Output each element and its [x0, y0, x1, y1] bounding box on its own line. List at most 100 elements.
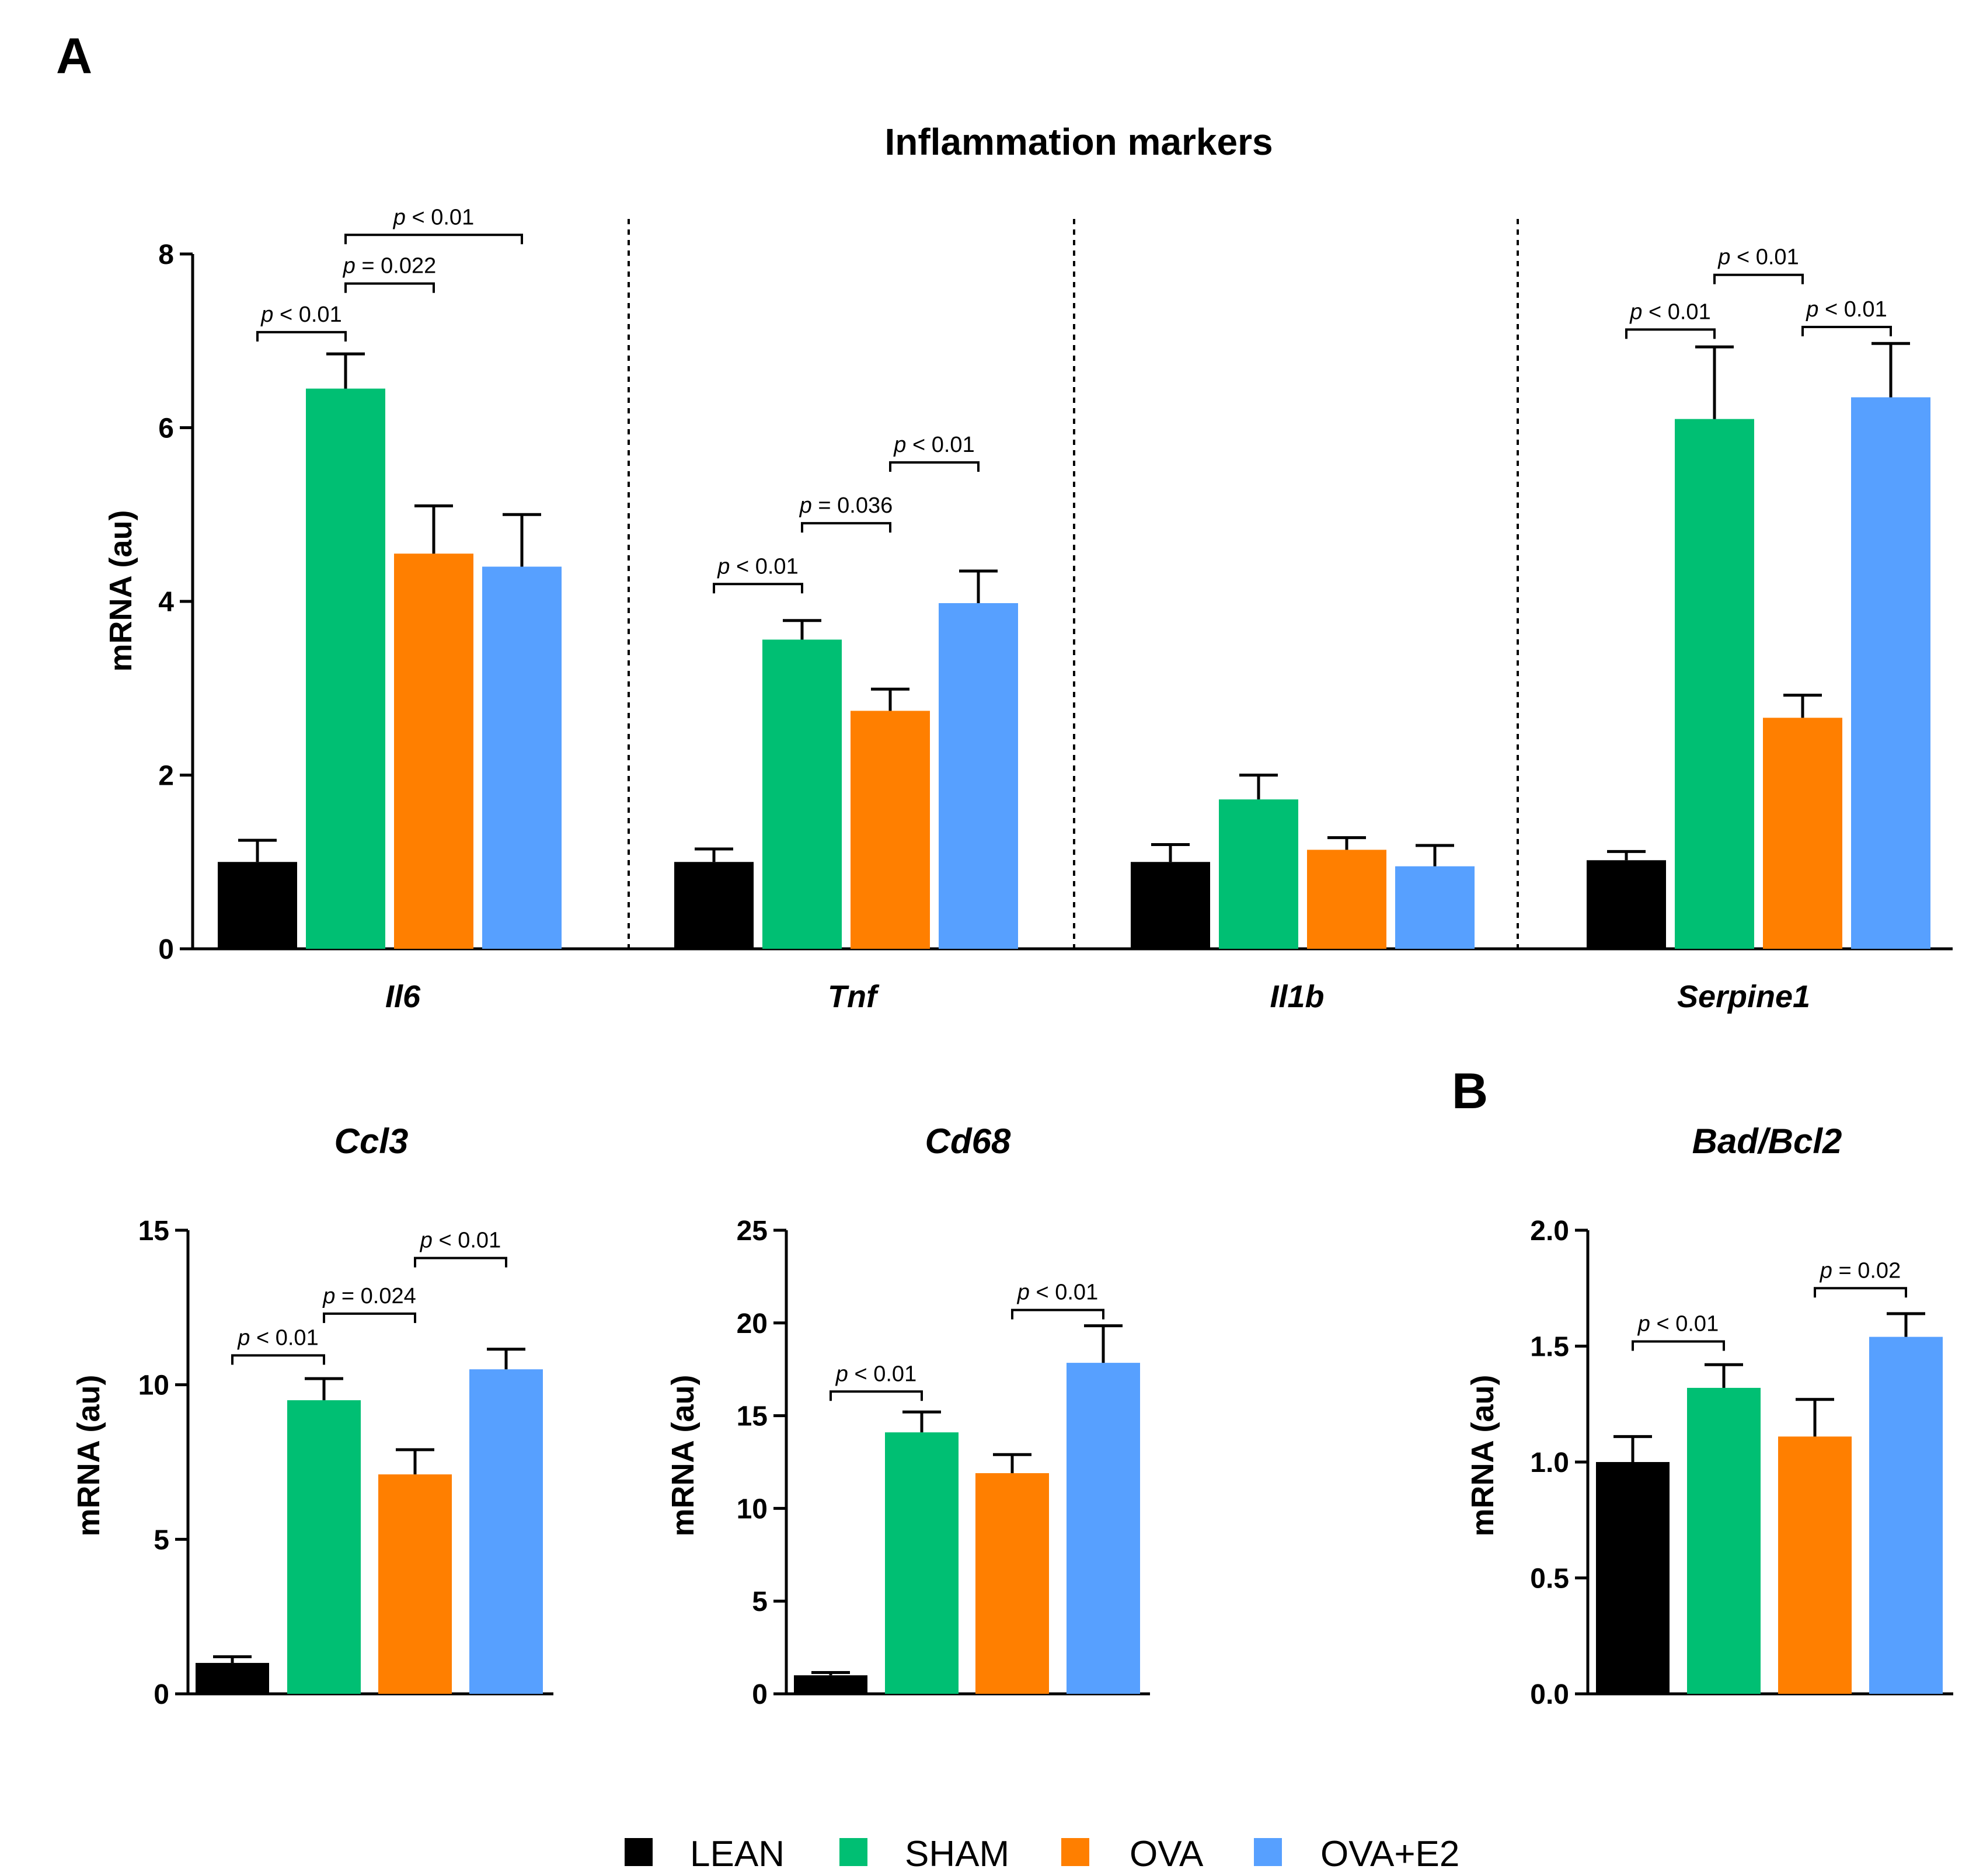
significance-bracket-a-ccl3-1	[323, 1312, 416, 1323]
bar-a-main-il1b-sham	[1219, 799, 1298, 949]
y-tick-label-a-cd68: 15	[737, 1401, 768, 1432]
bar-a-cd68-sham	[885, 1432, 959, 1694]
p-value-label-a-main-serpine1-1: p < 0.01	[1717, 245, 1799, 270]
legend-swatch-lean	[625, 1838, 653, 1866]
legend: LEAN SHAM OVA OVA+E2	[625, 1834, 1459, 1874]
p-value-label-a-ccl3-0: p < 0.01	[237, 1325, 318, 1350]
chart-title-inflammation: Inflammation markers	[884, 121, 1273, 163]
significance-bracket-a-ccl3-0	[231, 1354, 325, 1365]
y-axis-label-ccl3: mRNA (au)	[71, 1375, 106, 1537]
x-label-serpine1: Serpine1	[1677, 979, 1810, 1014]
bar-a-main-tnf-sham	[762, 639, 842, 949]
y-tick-label-a-ccl3: 5	[154, 1525, 169, 1555]
bar-a-main-tnf-lean	[674, 862, 754, 949]
bar-a-ccl3-lean	[196, 1663, 269, 1694]
y-axis-label-cd68: mRNA (au)	[665, 1375, 701, 1537]
p-value-label-a-main-tnf-0: p < 0.01	[717, 554, 798, 579]
y-tick-label-b-badbcl2: 1.5	[1530, 1332, 1569, 1363]
plot-bad-bcl2: 0.0 0.5 1.0 1.5 2.0 p < 0.01 p = 0.02	[1530, 1216, 1953, 1710]
panel-label-b: B	[1452, 1063, 1488, 1119]
bar-b-badbcl2-ova-e2	[1869, 1336, 1943, 1694]
y-tick-label-b-badbcl2: 2.0	[1530, 1216, 1569, 1247]
legend-swatch-ova-e2	[1254, 1838, 1282, 1866]
significance-bracket-a-main-tnf-0	[713, 583, 803, 594]
bar-a-main-il1b-lean	[1131, 862, 1210, 949]
plot-cd68: 0 5 10 15 20 25 p < 0.01 p < 0.01	[737, 1216, 1150, 1710]
p-value-label-a-main-il6-0: p < 0.01	[260, 302, 341, 327]
y-tick-label-a-main: 8	[158, 239, 174, 270]
bar-a-main-serpine1-sham	[1675, 419, 1754, 949]
x-label-il1b: Il1b	[1270, 979, 1324, 1014]
chart-title-ccl3: Ccl3	[334, 1122, 409, 1161]
bar-a-cd68-ova	[975, 1473, 1049, 1694]
y-tick-label-b-badbcl2: 0.0	[1530, 1679, 1569, 1710]
y-tick-label-a-cd68: 25	[737, 1216, 768, 1247]
y-axis-label-main: mRNA (au)	[103, 510, 138, 672]
p-value-label-a-cd68-0: p < 0.01	[835, 1362, 916, 1386]
x-label-tnf: Tnf	[828, 979, 880, 1014]
bar-a-ccl3-sham	[287, 1400, 361, 1694]
p-value-label-b-badbcl2-1: p = 0.02	[1820, 1258, 1901, 1283]
legend-swatch-ova	[1061, 1838, 1089, 1866]
panel-label-a: A	[56, 28, 92, 84]
significance-bracket-a-ccl3-2	[414, 1257, 507, 1268]
bar-a-main-il6-sham	[306, 388, 385, 949]
legend-label-sham: SHAM	[905, 1834, 1009, 1874]
y-tick-label-a-cd68: 20	[737, 1308, 768, 1339]
significance-bracket-a-main-il6-0	[256, 330, 347, 342]
legend-label-ova-e2: OVA+E2	[1320, 1834, 1459, 1874]
significance-bracket-a-main-tnf-1	[801, 522, 891, 533]
chart-title-cd68: Cd68	[925, 1122, 1011, 1161]
chart-title-bad-bcl2: Bad/Bcl2	[1692, 1122, 1842, 1161]
y-tick-label-a-main: 0	[158, 934, 174, 965]
bar-a-ccl3-ova-e2	[469, 1369, 543, 1694]
bar-a-main-il6-lean	[218, 862, 297, 949]
bar-a-main-serpine1-lean	[1587, 860, 1666, 949]
y-tick-label-a-cd68: 10	[737, 1494, 768, 1525]
significance-bracket-a-cd68-1	[1011, 1308, 1104, 1320]
x-label-il6: Il6	[385, 979, 421, 1014]
p-value-label-a-main-serpine1-0: p < 0.01	[1629, 300, 1710, 324]
significance-bracket-b-badbcl2-0	[1632, 1340, 1725, 1351]
p-value-label-a-cd68-1: p < 0.01	[1017, 1280, 1098, 1305]
legend-label-lean: LEAN	[690, 1834, 785, 1874]
bar-a-main-tnf-ova	[851, 711, 930, 949]
bar-a-main-tnf-ova-e2	[939, 603, 1018, 949]
y-tick-label-a-ccl3: 15	[138, 1216, 169, 1247]
bar-a-main-il1b-ova	[1307, 850, 1386, 949]
y-axis-label-bad-bcl2: mRNA (au)	[1465, 1375, 1500, 1537]
y-tick-label-a-main: 2	[158, 761, 174, 792]
y-tick-label-a-cd68: 0	[752, 1679, 768, 1710]
y-tick-label-a-main: 6	[158, 413, 174, 444]
significance-bracket-a-main-tnf-2	[889, 461, 980, 472]
p-value-label-a-main-il6-2: p < 0.01	[393, 205, 474, 229]
bar-a-cd68-ova-e2	[1067, 1363, 1140, 1694]
y-tick-label-a-main: 4	[158, 587, 174, 618]
significance-bracket-a-main-il6-2	[344, 234, 523, 245]
p-value-label-a-main-tnf-2: p < 0.01	[893, 433, 974, 457]
bar-b-badbcl2-lean	[1596, 1462, 1670, 1694]
significance-bracket-b-badbcl2-1	[1814, 1287, 1907, 1298]
p-value-label-a-main-tnf-1: p = 0.036	[799, 493, 893, 518]
y-tick-label-a-cd68: 5	[752, 1586, 768, 1617]
legend-swatch-sham	[839, 1838, 867, 1866]
bar-a-main-il6-ova-e2	[482, 566, 562, 949]
y-tick-label-b-badbcl2: 0.5	[1530, 1564, 1569, 1595]
y-tick-label-b-badbcl2: 1.0	[1530, 1447, 1569, 1478]
bar-a-main-serpine1-ova-e2	[1851, 397, 1930, 949]
significance-bracket-a-main-serpine1-0	[1625, 328, 1716, 339]
p-value-label-a-ccl3-1: p = 0.024	[322, 1284, 416, 1308]
p-value-label-a-main-il6-1: p = 0.022	[343, 254, 437, 279]
bar-a-main-il6-ova	[394, 554, 473, 949]
y-tick-label-a-ccl3: 10	[138, 1370, 169, 1401]
y-tick-label-a-ccl3: 0	[154, 1679, 169, 1710]
significance-bracket-a-cd68-0	[830, 1390, 923, 1401]
bar-a-ccl3-ova	[378, 1474, 452, 1694]
p-value-label-b-badbcl2-0: p < 0.01	[1637, 1312, 1719, 1336]
bar-a-main-serpine1-ova	[1763, 718, 1842, 949]
p-value-label-a-main-serpine1-2: p < 0.01	[1806, 297, 1887, 322]
bar-a-main-il1b-ova-e2	[1395, 866, 1475, 949]
